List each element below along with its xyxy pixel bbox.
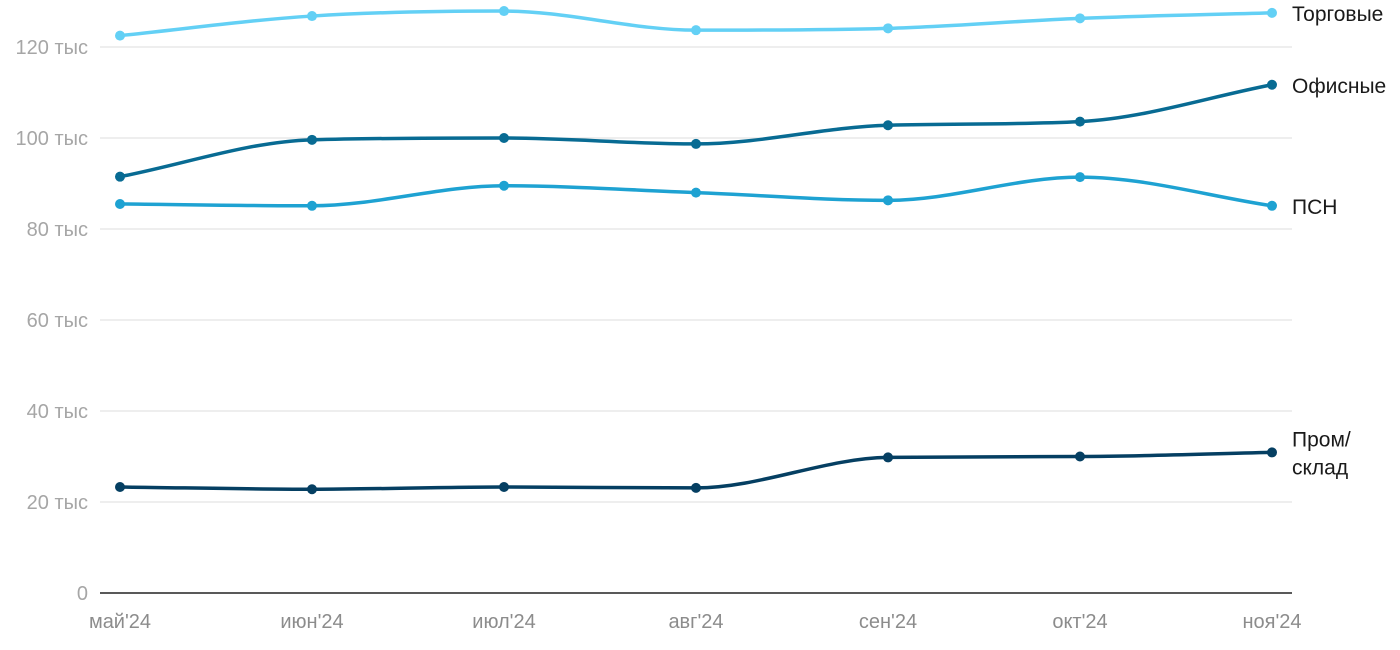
data-point — [691, 138, 701, 149]
data-point — [499, 180, 509, 191]
y-tick-label: 100 тыс — [16, 128, 88, 150]
data-point — [1075, 172, 1085, 183]
x-tick-label: июн'24 — [280, 611, 343, 633]
x-tick-label: сен'24 — [859, 611, 917, 633]
series-label: ПСН — [1292, 196, 1337, 219]
series-label-line: ПСН — [1292, 196, 1337, 219]
y-tick-label: 80 тыс — [27, 219, 88, 241]
data-point — [1267, 79, 1277, 90]
data-point — [691, 25, 701, 36]
y-tick-label: 40 тыс — [27, 401, 88, 423]
data-point — [1075, 116, 1085, 127]
series-label-line: Офисные — [1292, 75, 1386, 98]
data-point — [1267, 7, 1277, 18]
series-lines — [118, 9, 1274, 492]
data-point — [115, 171, 125, 182]
data-points — [115, 6, 1277, 495]
data-point — [1267, 447, 1277, 458]
data-point — [883, 23, 893, 34]
series-label-line: Торговые — [1292, 3, 1383, 26]
series-label-line: Пром/ — [1292, 428, 1351, 451]
data-point — [883, 195, 893, 206]
x-tick-label: авг'24 — [668, 611, 723, 633]
y-tick-label: 20 тыс — [27, 492, 88, 514]
data-point — [883, 120, 893, 131]
y-tick-label: 60 тыс — [27, 310, 88, 332]
data-point — [499, 481, 509, 492]
data-point — [307, 484, 317, 495]
y-axis: 0 20 тыс 40 тыс 60 тыс 80 тыс 100 тыс 120 тыс — [16, 37, 88, 605]
x-axis: май'24 июн'24 июл'24 авг'24 сен'24 окт'24 ноя'… — [89, 592, 1302, 633]
series-label-line: склад — [1292, 456, 1348, 479]
data-point — [499, 133, 509, 143]
data-point — [307, 134, 317, 145]
series-labels: Торговые Офисные ПСН Пром/склад — [1292, 3, 1386, 480]
series-label: Офисные — [1292, 75, 1386, 98]
grid-lines — [100, 46, 1292, 503]
data-point — [1267, 200, 1277, 211]
data-point — [1075, 13, 1085, 24]
x-tick-label: май'24 — [89, 611, 151, 633]
series-label: Пром/склад — [1292, 428, 1351, 479]
data-point — [1075, 451, 1085, 462]
y-tick-label: 0 — [77, 583, 88, 605]
data-point — [883, 452, 893, 463]
data-point — [115, 481, 125, 492]
data-point — [115, 30, 125, 41]
y-tick-label: 120 тыс — [16, 37, 88, 59]
data-point — [691, 482, 701, 493]
series-label: Торговые — [1292, 3, 1383, 26]
x-tick-label: июл'24 — [472, 611, 535, 633]
data-point — [307, 200, 317, 211]
data-point — [691, 187, 701, 198]
series-line — [118, 83, 1274, 179]
data-point — [115, 198, 125, 209]
x-tick-label: окт'24 — [1052, 611, 1107, 633]
data-point — [307, 11, 317, 22]
data-point — [499, 6, 509, 17]
x-tick-label: ноя'24 — [1242, 611, 1301, 633]
